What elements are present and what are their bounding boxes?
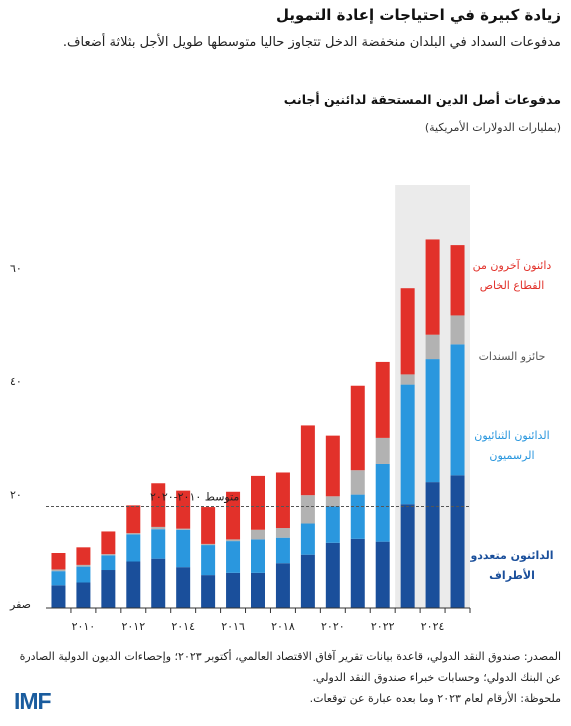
y-tick-label: ٢٠ xyxy=(10,489,22,502)
bar-2015-series-0 xyxy=(201,575,216,608)
bar-2018-series-2 xyxy=(275,528,290,538)
bar-2022-series-3 xyxy=(375,361,390,438)
bar-2011-series-0 xyxy=(101,570,116,608)
bar-2009-series-1 xyxy=(51,571,66,586)
bar-2009-series-2 xyxy=(51,569,66,572)
bar-2018-series-3 xyxy=(275,472,290,529)
bar-2009-series-0 xyxy=(51,585,66,608)
bar-2020-series-1 xyxy=(325,506,340,543)
bar-2022-series-2 xyxy=(375,437,390,464)
x-axis-ticks: ٢٠١٠ ٢٠١٢ ٢٠١٤ ٢٠١٦ ٢٠١٨ ٢٠٢٠ ٢٠٢٢ ٢٠٢٤ xyxy=(70,608,471,633)
bar-2025-series-1 xyxy=(450,344,465,476)
bar-2024-series-2 xyxy=(425,334,440,360)
bar-2020-series-2 xyxy=(325,496,340,507)
bar-2025-series-0 xyxy=(450,475,465,608)
legend-multilateral: الدائنون متعددو الأطراف xyxy=(470,549,554,582)
bar-2015-series-1 xyxy=(201,545,216,576)
chart-subtitle: (بمليارات الدولارات الأمريكية) xyxy=(424,121,561,134)
x-tick-label: ٢٠٢٠ xyxy=(321,620,345,633)
page-subtitle: مدفوعات السداد في البلدان منخفضة الدخل ت… xyxy=(62,35,561,50)
x-tick-label: ٢٠١٠ xyxy=(72,620,96,633)
bar-2010-series-3 xyxy=(76,547,91,565)
bar-2017-series-1 xyxy=(251,539,265,573)
bar-2019-series-3 xyxy=(300,425,315,496)
bar-2012-series-2 xyxy=(126,533,141,535)
bar-2014-series-3 xyxy=(176,490,191,529)
bar-2013-series-1 xyxy=(151,529,166,559)
bar-2012-series-0 xyxy=(126,561,141,608)
bar-2010-series-2 xyxy=(76,564,91,567)
bar-2022-series-0 xyxy=(375,541,390,608)
bar-2019-series-2 xyxy=(300,495,315,524)
y-tick-label: ٤٠ xyxy=(10,375,22,388)
bar-2015-series-3 xyxy=(201,507,216,544)
bar-2019-series-1 xyxy=(300,523,315,555)
projection-note: ملحوظة: الأرقام لعام ٢٠٢٣ وما بعده عبارة… xyxy=(309,692,561,705)
bar-2011-series-3 xyxy=(101,531,116,555)
x-tick-label: ٢٠٢٢ xyxy=(371,620,395,633)
x-tick-label: ٢٠١٦ xyxy=(221,620,245,633)
legend-bilateral: الدائنون الثنائيون الرسميون xyxy=(474,429,550,462)
bar-2010-series-1 xyxy=(76,566,91,583)
bar-2017-series-3 xyxy=(251,475,265,530)
bar-2016-series-1 xyxy=(226,541,241,573)
bar-2012-series-3 xyxy=(126,505,141,534)
bar-2009-series-3 xyxy=(51,553,66,570)
bar-2016-series-0 xyxy=(226,572,241,608)
bar-2023-series-1 xyxy=(400,384,415,505)
bar-2024-series-3 xyxy=(425,239,440,335)
bar-2014-series-2 xyxy=(176,528,191,530)
bar-2013-series-0 xyxy=(151,558,166,608)
page-title: زيادة كبيرة في احتياجات إعادة التمويل xyxy=(275,6,561,24)
imf-logo: IMF xyxy=(14,688,52,714)
x-tick-label: ٢٠١٨ xyxy=(271,620,295,633)
bar-2021-series-2 xyxy=(350,470,365,495)
x-tick-label: ٢٠١٢ xyxy=(121,620,145,633)
bar-2013-series-3 xyxy=(151,483,166,527)
bar-2011-series-1 xyxy=(101,555,116,571)
bar-2023-series-2 xyxy=(400,374,415,385)
bar-2019-series-0 xyxy=(300,554,315,608)
bar-2023-series-0 xyxy=(400,504,415,608)
bar-2013-series-2 xyxy=(151,526,166,530)
bar-2016-series-3 xyxy=(226,491,241,540)
chart-title: مدفوعات أصل الدين المستحقة لدائنين أجانب xyxy=(283,92,561,107)
bar-2025-series-2 xyxy=(450,315,465,345)
bar-2017-series-2 xyxy=(251,529,265,540)
bar-2024-series-1 xyxy=(425,359,440,483)
source-note: المصدر: صندوق النقد الدولي، قاعدة بيانات… xyxy=(19,650,561,684)
bar-2015-series-2 xyxy=(201,543,216,546)
bar-2014-series-1 xyxy=(176,529,191,568)
bar-2022-series-1 xyxy=(375,463,390,542)
bar-2024-series-0 xyxy=(425,482,440,608)
bar-2012-series-1 xyxy=(126,534,141,562)
bar-2018-series-1 xyxy=(275,537,290,564)
chart: متوسط ٢٠١٠-٢٠٢٠ ٢٠١٠ ٢٠١٢ ٢٠١٤ ٢٠١٦ ٢٠١٨ ٢٠٢٠… xyxy=(9,185,471,633)
bar-2011-series-2 xyxy=(101,554,116,556)
bar-2021-series-3 xyxy=(350,385,365,471)
y-tick-label: صفر xyxy=(9,598,31,611)
legend-bondholders: حائزو السندات xyxy=(478,350,546,363)
bar-2014-series-0 xyxy=(176,567,191,608)
y-axis-labels: صفر ٢٠ ٤٠ ٦٠ xyxy=(9,262,31,611)
bar-2018-series-0 xyxy=(275,563,290,608)
bar-2016-series-2 xyxy=(226,539,241,542)
bar-2023-series-3 xyxy=(400,288,415,375)
bar-2017-series-0 xyxy=(251,572,265,608)
bar-2020-series-3 xyxy=(325,435,340,497)
x-tick-label: ٢٠٢٤ xyxy=(421,620,445,633)
bar-2021-series-1 xyxy=(350,494,365,539)
bar-2010-series-0 xyxy=(76,582,91,608)
bar-2025-series-3 xyxy=(450,245,465,316)
reference-line-label: متوسط ٢٠١٠-٢٠٢٠ xyxy=(150,491,239,504)
legend-other-private: دائنون آخرون من القطاع الخاص xyxy=(472,259,552,292)
footer: المصدر: صندوق النقد الدولي، قاعدة بيانات… xyxy=(16,646,561,709)
y-tick-label: ٦٠ xyxy=(10,262,22,275)
bar-2020-series-0 xyxy=(325,542,340,608)
bar-2021-series-0 xyxy=(350,538,365,608)
x-tick-label: ٢٠١٤ xyxy=(171,620,195,633)
bars-layer xyxy=(51,239,465,608)
